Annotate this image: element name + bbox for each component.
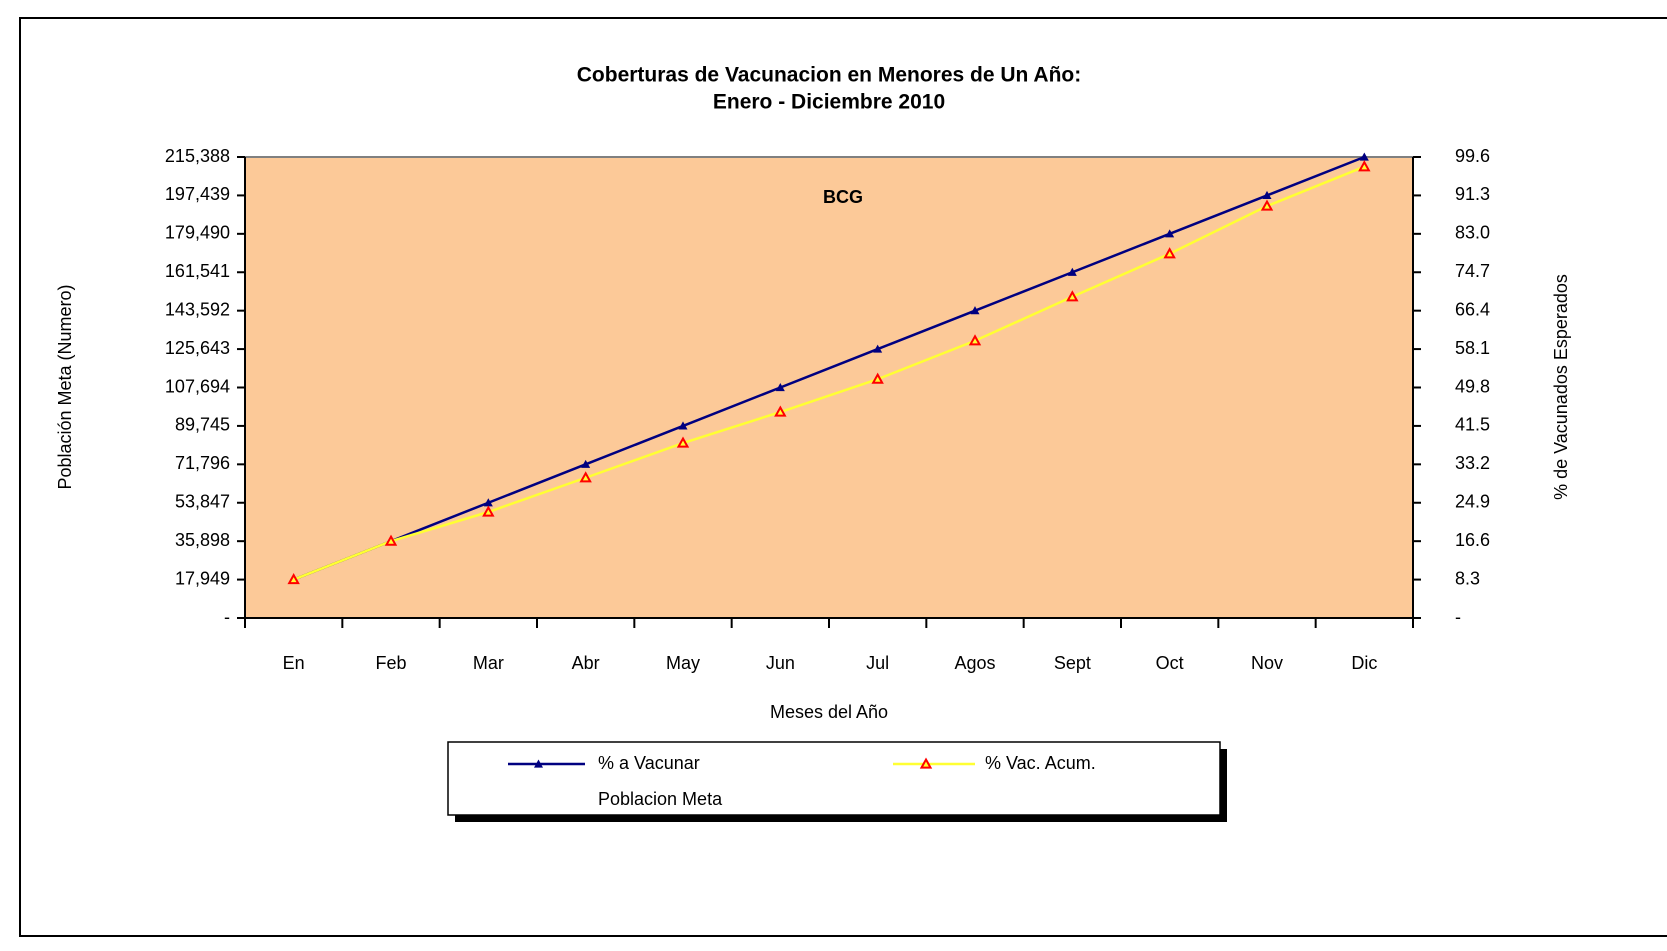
y2-tick-label: 74.7 xyxy=(1455,261,1490,281)
series-marker xyxy=(1067,267,1077,276)
x-tick-label: Agos xyxy=(954,653,995,673)
x-tick-label: Mar xyxy=(473,653,504,673)
legend-marker xyxy=(919,757,933,769)
series-marker xyxy=(774,405,787,417)
legend-label: % Vac. Acum. xyxy=(985,753,1096,773)
y2-tick-label: 58.1 xyxy=(1455,338,1490,358)
y-tick-label: 71,796 xyxy=(175,453,230,473)
series-line xyxy=(293,165,1365,581)
x-tick-label: May xyxy=(666,653,700,673)
series-marker xyxy=(775,383,785,392)
x-tick-label: Dic xyxy=(1351,653,1377,673)
x-tick-label: Oct xyxy=(1156,653,1184,673)
series-marker xyxy=(384,534,398,546)
y-tick-label: 215,388 xyxy=(165,146,230,166)
y-tick-label: 143,592 xyxy=(165,299,230,319)
y2-tick-label: 49.8 xyxy=(1455,376,1490,396)
series-marker xyxy=(1163,247,1176,259)
y2-tick-label: 16.6 xyxy=(1455,530,1490,550)
legend-label: Poblacion Meta xyxy=(598,789,723,809)
y2-tick-label: 83.0 xyxy=(1455,223,1490,243)
y2-tick-label: 66.4 xyxy=(1455,299,1490,319)
series-marker xyxy=(483,498,493,507)
series-marker xyxy=(678,421,688,430)
x-tick-label: Abr xyxy=(572,653,600,673)
x-tick-label: Jun xyxy=(766,653,795,673)
series-marker xyxy=(579,471,592,483)
legend-marker xyxy=(534,759,543,768)
y2-tick-label: 24.9 xyxy=(1455,492,1490,512)
series-marker xyxy=(581,459,591,468)
series-marker xyxy=(676,436,690,448)
y-tick-label: 89,745 xyxy=(175,415,230,435)
annotation: BCG xyxy=(823,187,863,207)
series-marker xyxy=(1066,290,1079,302)
y-tick-label: - xyxy=(224,607,230,627)
series-marker xyxy=(1359,152,1369,161)
y-axis-title: Población Meta (Numero) xyxy=(55,284,75,489)
y2-tick-label: 41.5 xyxy=(1455,415,1490,435)
legend-label: % a Vacunar xyxy=(598,753,700,773)
series-marker xyxy=(287,573,300,585)
chart-subtitle: Enero - Diciembre 2010 xyxy=(713,91,945,114)
plot-area xyxy=(245,157,1413,618)
y2-axis-title: % de Vacunados Esperados xyxy=(1551,274,1571,500)
series-marker xyxy=(1260,199,1274,211)
y-tick-label: 17,949 xyxy=(175,568,230,588)
series-marker xyxy=(873,344,883,353)
series-marker xyxy=(1165,229,1175,238)
series-marker xyxy=(1358,160,1371,172)
chart-title: Coberturas de Vacunacion en Menores de U… xyxy=(577,64,1081,87)
series-marker xyxy=(968,334,982,346)
x-tick-label: Sept xyxy=(1054,653,1091,673)
y2-tick-label: - xyxy=(1455,607,1461,627)
x-axis-title: Meses del Año xyxy=(770,702,888,722)
x-tick-label: En xyxy=(283,653,305,673)
y2-tick-label: 8.3 xyxy=(1455,568,1480,588)
y-tick-label: 107,694 xyxy=(165,376,230,396)
chart-border xyxy=(19,17,1667,937)
x-tick-label: Jul xyxy=(866,653,889,673)
y-tick-label: 197,439 xyxy=(165,184,230,204)
series-marker xyxy=(970,306,980,315)
x-tick-label: Nov xyxy=(1251,653,1283,673)
y2-tick-label: 99.6 xyxy=(1455,146,1490,166)
y-tick-label: 125,643 xyxy=(165,338,230,358)
series-marker xyxy=(1262,190,1272,200)
series-line xyxy=(293,155,1365,581)
y-tick-label: 179,490 xyxy=(165,223,230,243)
y2-tick-label: 33.2 xyxy=(1455,453,1490,473)
y2-tick-label: 91.3 xyxy=(1455,184,1490,204)
y-tick-label: 161,541 xyxy=(165,261,230,281)
series-marker xyxy=(871,372,884,384)
legend xyxy=(447,741,1221,816)
y-tick-label: 35,898 xyxy=(175,530,230,550)
y-tick-label: 53,847 xyxy=(175,492,230,512)
series-marker xyxy=(482,505,495,517)
x-tick-label: Feb xyxy=(375,653,406,673)
